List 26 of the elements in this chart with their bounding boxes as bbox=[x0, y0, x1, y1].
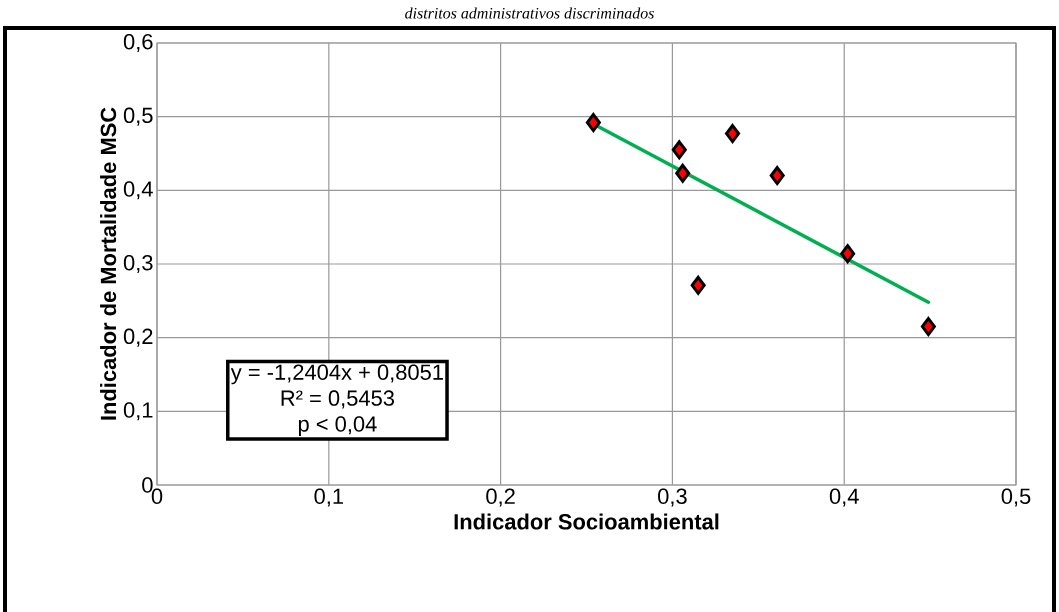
x-tick-label: 0,1 bbox=[314, 488, 343, 507]
x-tick-label: 0,2 bbox=[486, 488, 515, 507]
point bbox=[675, 163, 691, 183]
annotation: y = -1,2404x + 0,8051 bbox=[230, 364, 443, 385]
y-tick-label: 0,5 bbox=[123, 107, 153, 126]
point bbox=[690, 275, 706, 295]
point bbox=[671, 140, 687, 160]
point bbox=[920, 317, 936, 337]
y-tick-label: 0,2 bbox=[123, 328, 153, 347]
annotation: p < 0,04 bbox=[298, 416, 377, 437]
y-tick-label: 0 bbox=[142, 477, 153, 493]
point bbox=[840, 244, 856, 264]
x-tick-label: 0,5 bbox=[1001, 488, 1031, 507]
annotation: R² = 0,5453 bbox=[281, 390, 394, 409]
point bbox=[585, 113, 601, 133]
point bbox=[725, 124, 741, 144]
y-tick-label: 0,6 bbox=[123, 33, 153, 53]
chart-title: distritos administrativos discriminados bbox=[405, 7, 654, 19]
point bbox=[769, 166, 785, 186]
x-axis-title: Indicador Socioambiental bbox=[454, 513, 719, 530]
x-tick-label: 0,3 bbox=[658, 488, 687, 507]
y-tick-label: 0,1 bbox=[123, 402, 153, 421]
y-axis-title: Indicador de Mortalidade MSC bbox=[100, 107, 117, 420]
x-tick-label: 0,4 bbox=[829, 488, 859, 507]
y-tick-label: 0,3 bbox=[123, 254, 153, 274]
y-tick-label: 0,4 bbox=[123, 181, 153, 200]
